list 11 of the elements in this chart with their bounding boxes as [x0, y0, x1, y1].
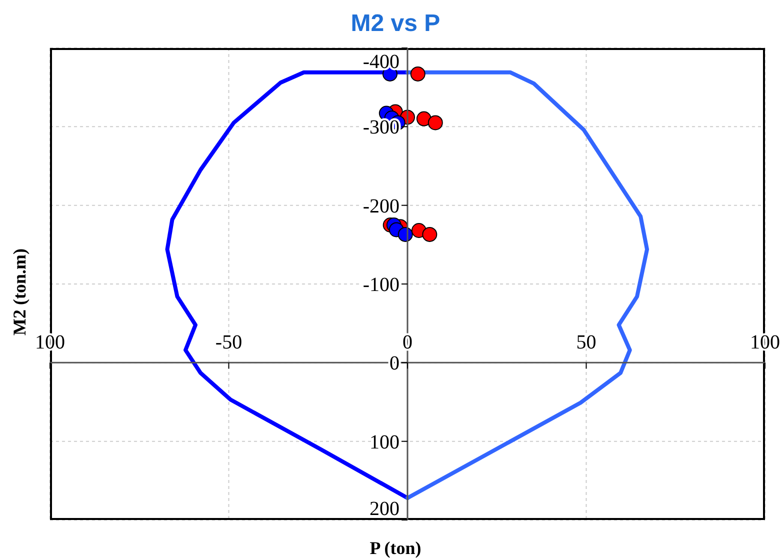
y-tick-label: 100 [370, 431, 400, 454]
x-tick-label: -50 [215, 332, 242, 354]
x-tick-label: 50 [576, 332, 596, 354]
y-axis-title: M2 (ton.m) [10, 248, 30, 336]
y-tick-label: -300 [362, 116, 400, 139]
y-tick-label: -400 [362, 51, 400, 73]
y-tick-label: -100 [362, 274, 400, 296]
y-tick-label: -200 [362, 195, 400, 218]
y-tick-label: 200 [370, 498, 400, 520]
chart-title: M2 vs P [350, 10, 442, 38]
x-axis-title: P (ton) [368, 538, 422, 558]
